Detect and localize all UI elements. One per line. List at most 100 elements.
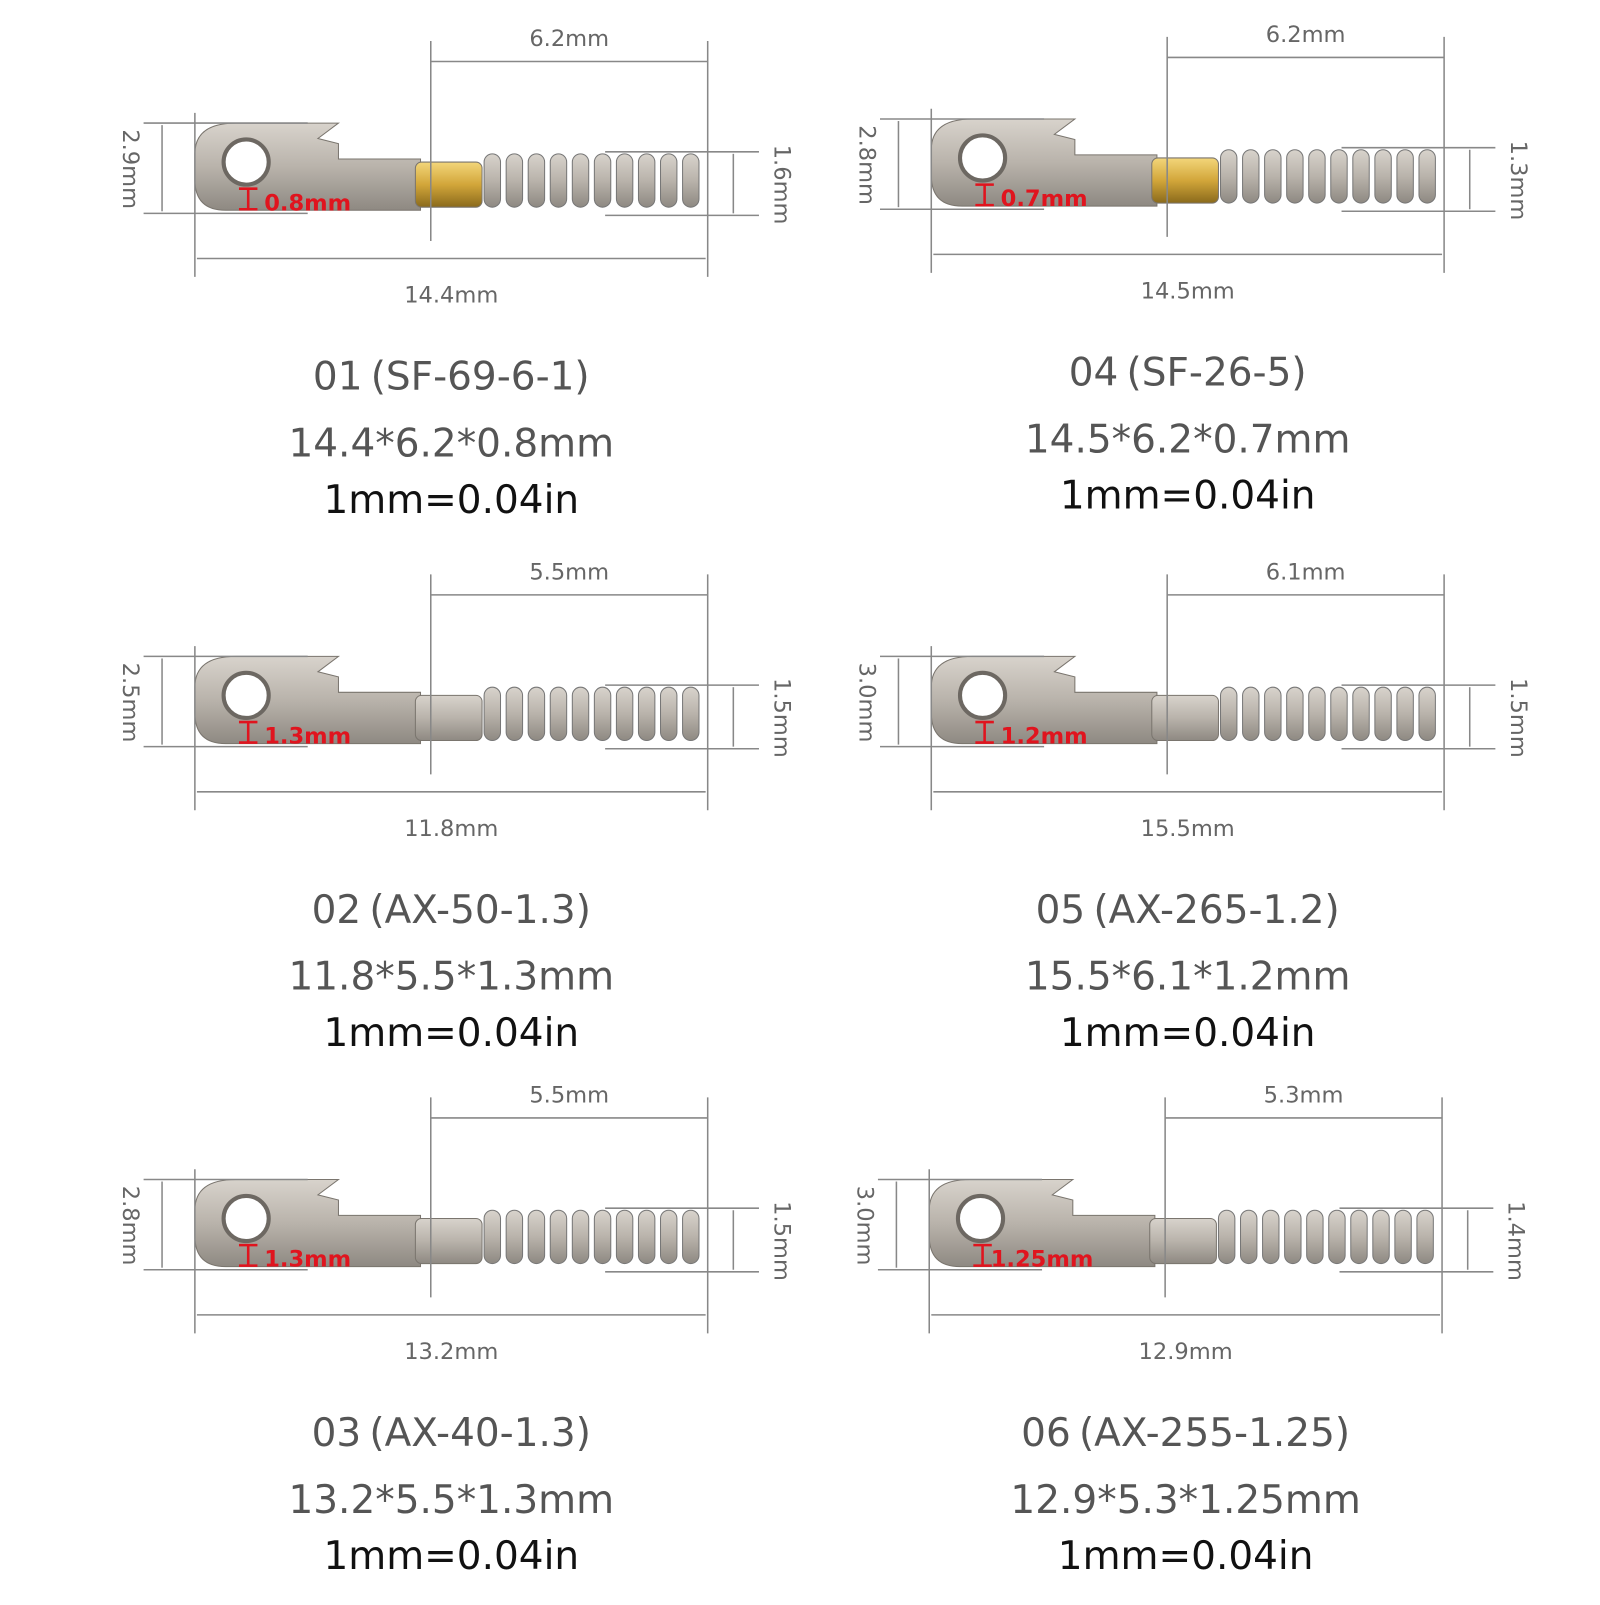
thickness-label: 1.3mm [264, 724, 351, 750]
spring-coil [527, 153, 546, 208]
hinge-eye-hole [221, 137, 271, 187]
spring [1217, 1209, 1434, 1265]
spring-length-label: 6.2mm [529, 26, 609, 52]
spring-coil [527, 686, 546, 742]
item-code: 01 [313, 355, 363, 400]
spring-diameter-label: 1.5mm [1505, 678, 1531, 758]
spring-coil [1242, 149, 1260, 204]
height-label: 2.8mm [117, 1186, 143, 1266]
spring-coil [637, 686, 656, 742]
thickness-marker [238, 187, 258, 211]
spring-coil [1418, 149, 1436, 204]
part-panel-03: 5.5mm 13.2mm 2.8mm 1.5mm 1.3mm 03 (AX-40-1.3) 1… [117, 1083, 794, 1580]
spring-coil [1352, 149, 1370, 204]
spring-diameter-label: 1.3mm [1505, 141, 1531, 221]
spring-coil [682, 1209, 700, 1265]
height-label: 2.9mm [117, 129, 143, 209]
spring-coil [549, 1209, 568, 1265]
item-size: 15.5*6.1*1.2mm [1025, 955, 1351, 1000]
neck-sleeve [414, 1217, 483, 1265]
spring-coil [1308, 686, 1326, 742]
spring-coil [1328, 1209, 1346, 1265]
spring-coil [483, 686, 502, 742]
spring-coil [483, 153, 502, 208]
spring [483, 1209, 700, 1265]
item-model: (AX-265-1.2) [1093, 888, 1339, 933]
hinge-eye-hole [221, 670, 271, 720]
spring-coil [549, 153, 568, 208]
spring-coil [1308, 149, 1326, 204]
spring-diameter-label: 1.5mm [768, 678, 794, 758]
thickness-label: 1.3mm [264, 1247, 351, 1273]
unit-conversion: 1mm=0.04in [323, 1534, 579, 1579]
item-title: 06 (AX-255-1.25) [1021, 1411, 1350, 1456]
item-size: 12.9*5.3*1.25mm [1010, 1478, 1360, 1523]
total-length-label: 13.2mm [404, 1339, 498, 1365]
thickness-label: 1.2mm [1001, 724, 1088, 750]
part-panel-05: 6.1mm 15.5mm 3.0mm 1.5mm 1.2mm 05 (AX-265-1.2)… [853, 559, 1530, 1056]
spring-coil [1396, 149, 1414, 204]
unit-conversion: 1mm=0.04in [1060, 474, 1316, 519]
spring-coil [1352, 686, 1370, 742]
spring-coil [1242, 686, 1260, 742]
spring [483, 686, 700, 742]
part-panel-06: 5.3mm 12.9mm 3.0mm 1.4mm 1.25mm 06 (AX-255-1.2… [851, 1083, 1528, 1580]
part-drawing [930, 655, 1436, 745]
spring-coil [1264, 686, 1282, 742]
spring-coil [593, 1209, 612, 1265]
thickness-label: 0.8mm [264, 190, 351, 216]
thickness-marker [973, 1243, 992, 1267]
spring-coil [505, 1209, 524, 1265]
spring-coil [1220, 686, 1238, 742]
spring-coil [1372, 1209, 1390, 1265]
spring-coil [571, 686, 590, 742]
spring-coil [1286, 686, 1304, 742]
spring-length-label: 5.5mm [529, 559, 609, 585]
spring-coil [483, 1209, 502, 1265]
spring-coil [1262, 1209, 1280, 1265]
item-model: (SF-69-6-1) [371, 355, 590, 400]
spring-coil [593, 153, 612, 208]
part-panel-01: 6.2mm 14.4mm 2.9mm 1.6mm 0.8mm 01 (SF-69-6-1) 1… [117, 26, 794, 523]
total-length-label: 14.4mm [404, 283, 498, 309]
spring-coil [682, 686, 700, 742]
hinge-eye-hole [955, 1193, 1006, 1244]
total-length-label: 12.9mm [1139, 1339, 1233, 1365]
total-length-label: 15.5mm [1141, 816, 1235, 842]
item-title: 02 (AX-50-1.3) [312, 888, 591, 933]
height-label: 2.8mm [853, 125, 879, 205]
spring-coil [1394, 1209, 1412, 1265]
item-size: 14.5*6.2*0.7mm [1025, 417, 1351, 462]
part-panel-02: 5.5mm 11.8mm 2.5mm 1.5mm 1.3mm 02 (AX-50-1.3) 1… [117, 559, 794, 1056]
spring-coil [637, 153, 656, 208]
spring-coil [1350, 1209, 1368, 1265]
spring-coil [615, 1209, 634, 1265]
spring-coil [1416, 1209, 1434, 1265]
spring-coil [1217, 1209, 1236, 1265]
thickness-marker [975, 183, 994, 207]
spring-coil [505, 153, 524, 208]
spring-coil [1220, 149, 1238, 204]
item-code: 04 [1069, 351, 1119, 396]
spring-coil [1264, 149, 1282, 204]
thickness-label: 1.25mm [991, 1247, 1094, 1273]
unit-conversion: 1mm=0.04in [1058, 1534, 1314, 1579]
unit-conversion: 1mm=0.04in [323, 478, 579, 523]
spring-coil [505, 686, 524, 742]
spring-coil [637, 1209, 656, 1265]
hinge-eye-hole [957, 670, 1008, 720]
thickness-marker [238, 720, 258, 744]
neck-sleeve [1149, 1217, 1217, 1265]
item-code: 02 [312, 888, 362, 933]
spring-coil [659, 686, 678, 742]
hinge-eye-hole [957, 133, 1008, 183]
spring-coil [1284, 1209, 1302, 1265]
item-model: (AX-40-1.3) [369, 1411, 591, 1456]
spring-coil [1286, 149, 1304, 204]
unit-conversion: 1mm=0.04in [1060, 1011, 1316, 1056]
neck-sleeve [414, 694, 483, 742]
spring-coil [1374, 149, 1392, 204]
hinge-eye-hole [221, 1193, 271, 1244]
